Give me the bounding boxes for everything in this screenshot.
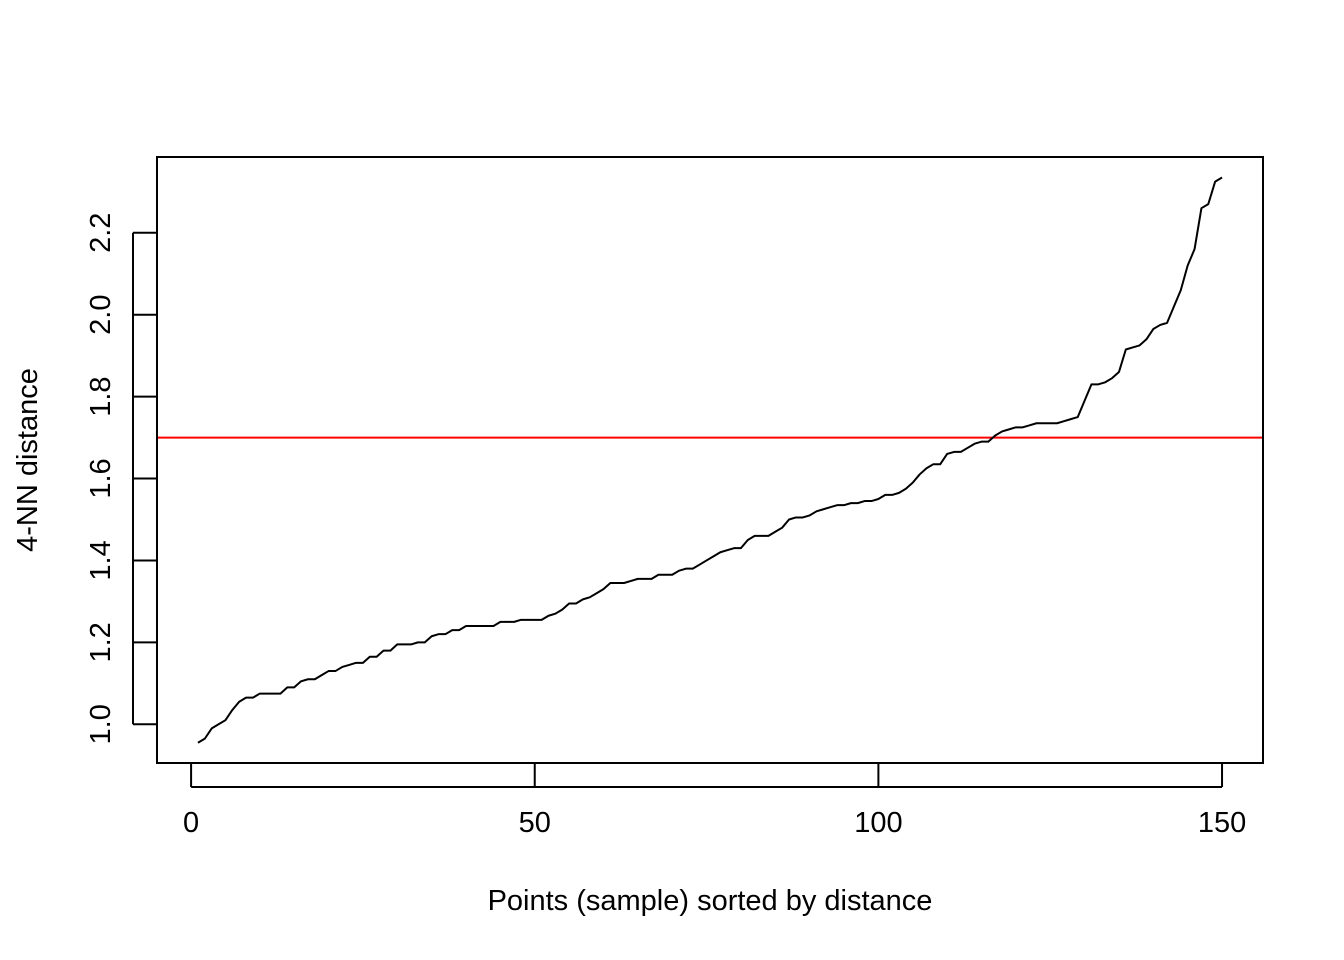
x-axis-title: Points (sample) sorted by distance <box>488 885 933 917</box>
plot-frame <box>156 156 1264 764</box>
y-axis: 1.0 1.2 1.4 1.6 1.8 2.0 2.2 <box>85 213 157 744</box>
plot-layer <box>157 176 1263 744</box>
x-tick-label: 0 <box>183 807 199 839</box>
y-tick-label: 1.6 <box>85 458 117 498</box>
y-axis-title: 4-NN distance <box>12 368 44 552</box>
y-tick-label: 1.4 <box>85 540 117 580</box>
x-tick-label: 100 <box>854 807 902 839</box>
series-line-0 <box>197 176 1223 744</box>
x-axis: 0 50 100 150 <box>183 763 1246 839</box>
y-tick-label: 1.2 <box>85 622 117 662</box>
y-tick-label: 2.2 <box>85 213 117 253</box>
x-tick-label: 150 <box>1198 807 1246 839</box>
y-tick-label: 2.0 <box>85 295 117 335</box>
y-tick-label: 1.0 <box>85 704 117 744</box>
x-tick-label: 50 <box>519 807 551 839</box>
y-tick-label: 1.8 <box>85 376 117 416</box>
